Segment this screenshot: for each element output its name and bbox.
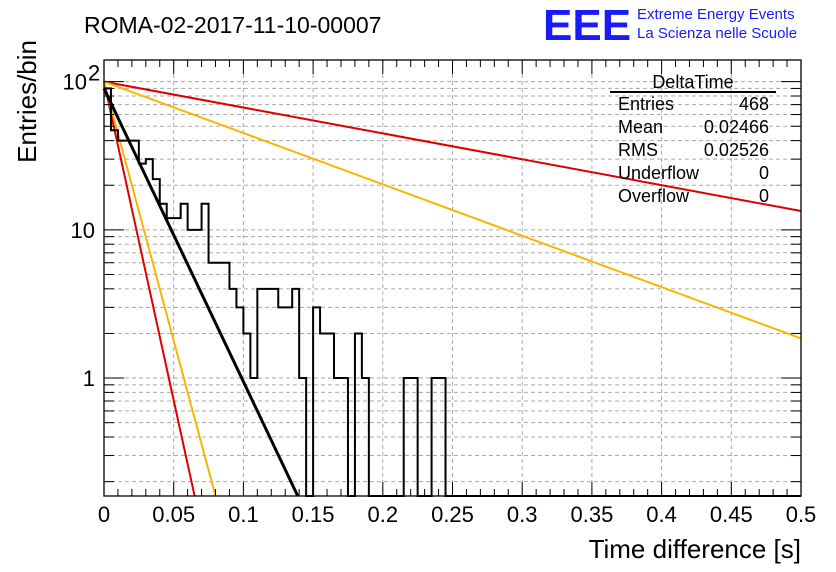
x-tick-label: 0.35	[570, 502, 613, 527]
fit-line	[103, 80, 802, 213]
stats-row-label: Entries	[618, 94, 674, 114]
fit-line	[103, 81, 196, 497]
x-axis-label: Time difference [s]	[589, 534, 801, 564]
fit-line	[103, 80, 802, 340]
y-axis-label: Entries/bin	[12, 40, 42, 163]
stats-row-value: 0	[759, 163, 769, 183]
x-tick-label: 0.05	[152, 502, 195, 527]
stats-row-label: Underflow	[618, 163, 700, 183]
x-tick-label: 0.3	[507, 502, 538, 527]
stats-row-value: 0.02526	[704, 140, 769, 160]
x-tick-label: 0.45	[710, 502, 753, 527]
y-tick-exponent: 2	[88, 61, 100, 86]
logo-line-1: Extreme Energy Events	[637, 6, 795, 23]
x-tick-label: 0.4	[646, 502, 677, 527]
chart-title: ROMA-02-2017-11-10-00007	[84, 12, 381, 38]
fit-line	[102, 87, 300, 497]
x-tick-label: 0.5	[786, 502, 817, 527]
fit-line	[103, 81, 217, 497]
logo-line-2: La Scienza nelle Scuole	[637, 25, 797, 42]
y-tick-label: 10	[71, 218, 95, 243]
eee-logo: EEE Extreme Energy Events La Scienza nel…	[543, 1, 797, 50]
stats-rows: Entries 468 Mean 0.02466 RMS 0.02526Underflow…	[618, 94, 769, 206]
fit-lines	[102, 80, 802, 497]
stats-row-label: Overflow	[618, 186, 690, 206]
x-tick-label: 0.2	[368, 502, 399, 527]
x-tick-label: 0.15	[292, 502, 335, 527]
stats-row-label: Mean	[618, 117, 663, 137]
axis-ticks	[103, 60, 802, 496]
stats-row-value: 468	[739, 94, 769, 114]
x-tick-labels: 0 0.05 0.1 0.15 0.2 0.25 0.3 0.35 0.4 0.45 0.5	[98, 502, 816, 527]
logo-mark: EEE	[543, 1, 631, 50]
grid	[104, 60, 801, 496]
x-tick-label: 0.25	[431, 502, 474, 527]
stats-row-value: 0	[759, 186, 769, 206]
stats-box: DeltaTime Entries 468 Mean 0.02466 RMS 0.0252…	[610, 72, 776, 206]
stats-row-label: RMS	[618, 140, 658, 160]
stats-row-value: 0.02466	[704, 117, 769, 137]
stats-title: DeltaTime	[652, 72, 733, 92]
x-tick-label: 0.1	[228, 502, 259, 527]
x-tick-label: 0	[98, 502, 110, 527]
y-tick-label: 1	[83, 366, 95, 391]
y-tick-label: 10	[63, 70, 87, 95]
